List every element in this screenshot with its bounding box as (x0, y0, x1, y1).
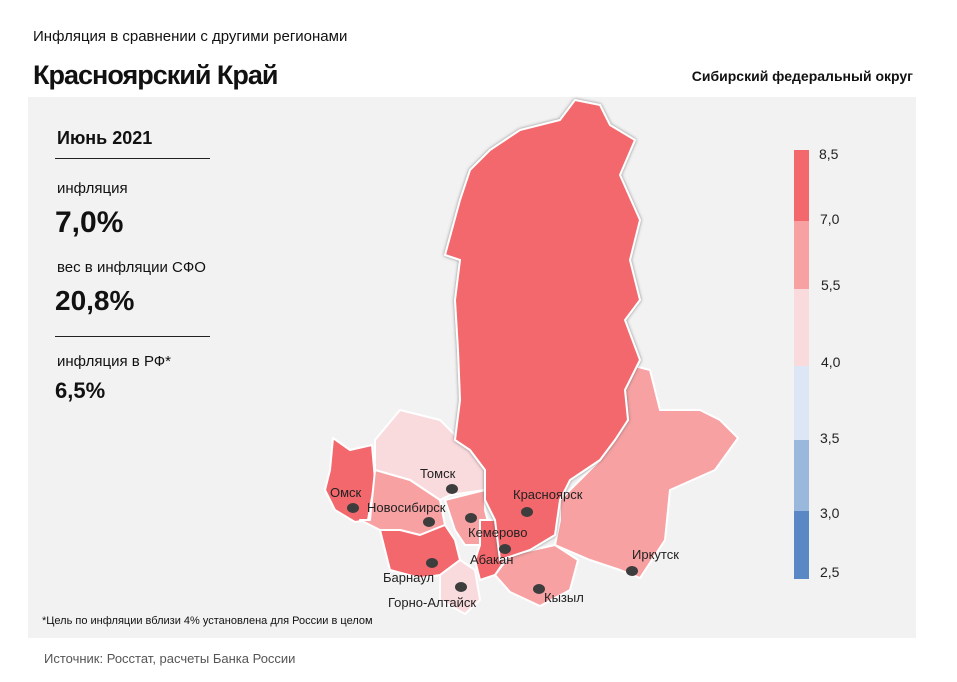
city-marker (423, 517, 435, 527)
city-marker (521, 507, 533, 517)
rf-inflation-value: 6,5% (55, 378, 106, 403)
legend-tick: 7,0 (820, 211, 840, 227)
weight-label: вес в инфляции СФО (57, 259, 206, 276)
city-label: Томск (420, 466, 456, 481)
city-marker (465, 513, 477, 523)
legend-swatch (794, 150, 809, 221)
weight-value: 20,8% (55, 285, 135, 316)
region-krasnoyarsk[interactable] (443, 98, 642, 562)
city-marker (455, 582, 467, 592)
legend-tick: 3,0 (820, 505, 840, 521)
divider (55, 158, 210, 159)
city-marker (533, 584, 545, 594)
subtitle: Инфляция в сравнении с другими регионами (33, 28, 348, 45)
city-label: Красноярск (513, 487, 583, 502)
city-marker (446, 484, 458, 494)
legend-tick: 5,5 (821, 277, 841, 293)
period: Июнь 2021 (57, 128, 153, 148)
page-title: Красноярский Край (33, 60, 279, 90)
city-label: Кызыл (544, 590, 584, 605)
city-marker (347, 503, 359, 513)
city-marker (626, 566, 638, 576)
source: Источник: Росстат, расчеты Банка России (44, 651, 296, 666)
city-label: Омск (330, 485, 362, 500)
legend-colorbar (794, 150, 809, 579)
legend-tick: 2,5 (820, 564, 840, 580)
legend-swatch (794, 366, 809, 440)
city-label: Барнаул (383, 570, 434, 585)
district-label: Сибирский федеральный округ (691, 68, 913, 84)
legend-swatch (794, 289, 809, 366)
city-label: Абакан (470, 552, 513, 567)
legend-tick: 4,0 (821, 354, 841, 370)
legend-swatch (794, 440, 809, 511)
city-label: Горно-Алтайск (388, 595, 476, 610)
rf-inflation-label: инфляция в РФ* (57, 353, 172, 370)
city-label: Кемерово (468, 525, 527, 540)
city-markers (347, 484, 638, 594)
inflation-value: 7,0% (55, 206, 124, 239)
legend-tick: 3,5 (820, 430, 840, 446)
divider (55, 336, 210, 337)
legend-swatch (794, 511, 809, 579)
city-label: Иркутск (632, 547, 679, 562)
footnote: *Цель по инфляции вблизи 4% установлена … (42, 615, 373, 627)
inflation-label: инфляция (57, 180, 128, 197)
region-altai-krai[interactable] (379, 524, 461, 579)
city-marker (499, 544, 511, 554)
city-marker (426, 558, 438, 568)
city-label: Новосибирск (367, 500, 446, 515)
legend-tick: 8,5 (819, 146, 839, 162)
legend-swatch (794, 221, 809, 289)
